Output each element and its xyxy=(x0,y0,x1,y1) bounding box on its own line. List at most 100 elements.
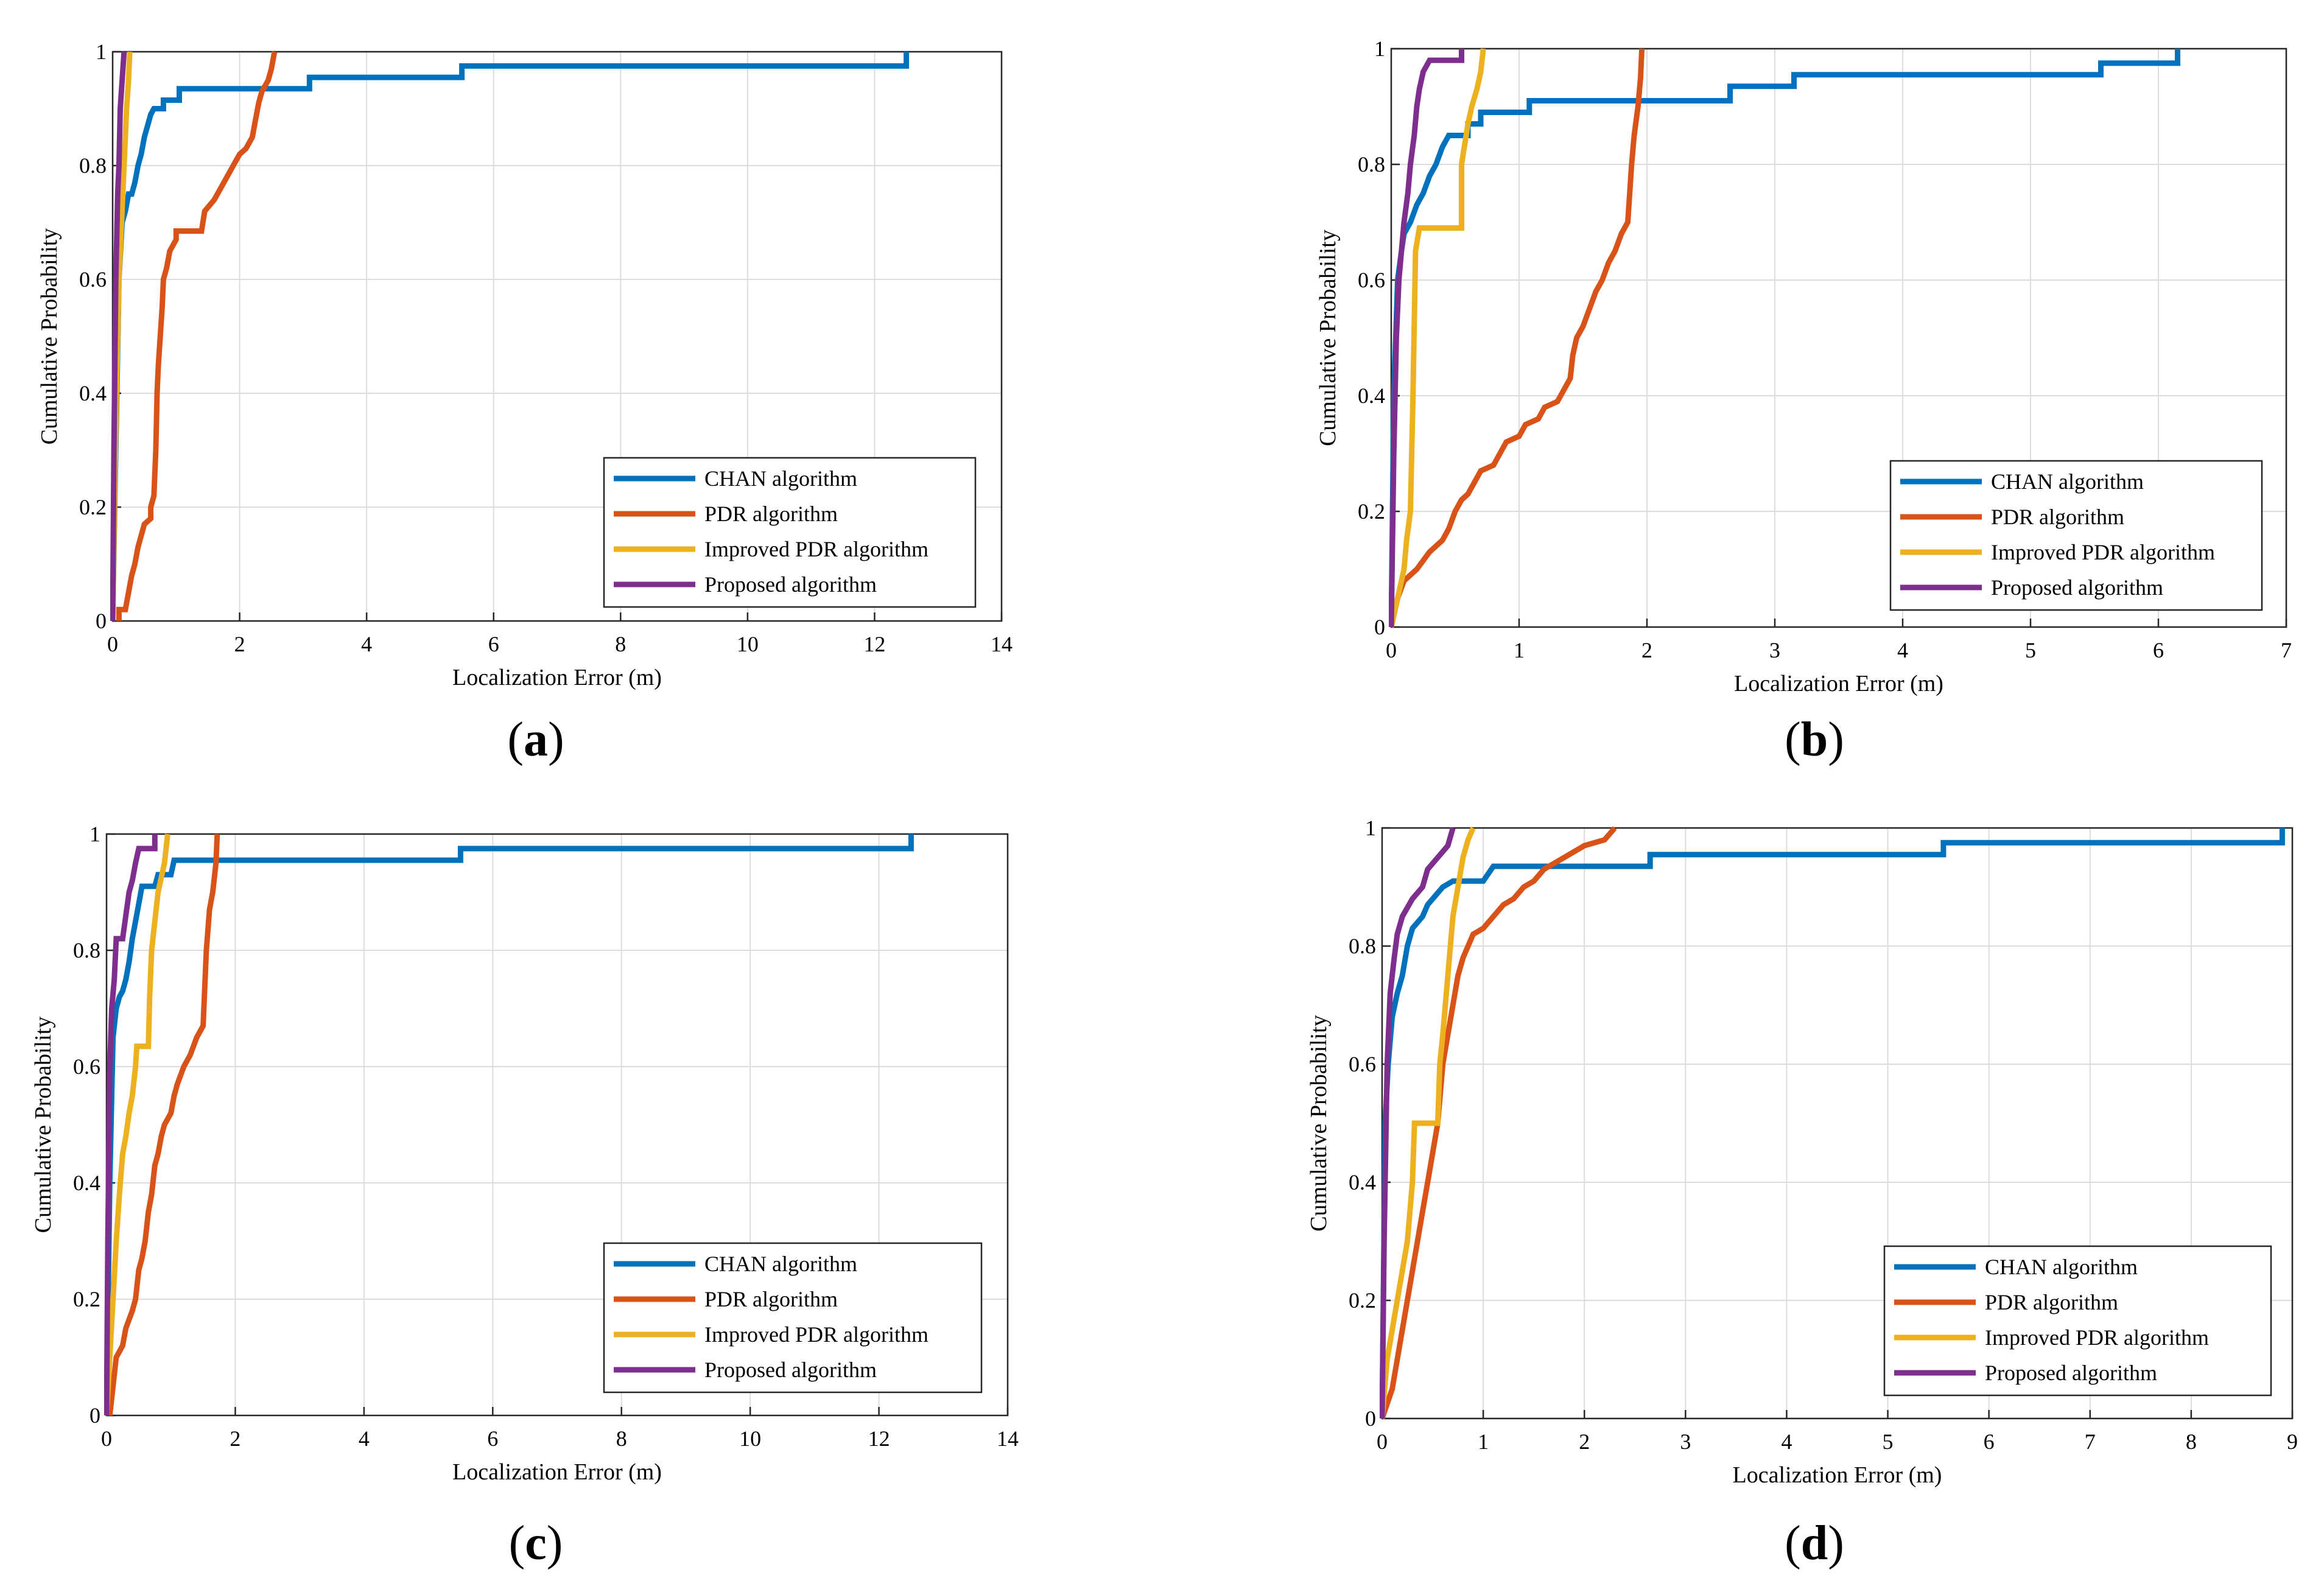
y-tick-label: 1 xyxy=(1365,816,1376,840)
caption-open: ( xyxy=(508,1517,525,1570)
x-tick-label: 6 xyxy=(1984,1429,1995,1454)
legend-label-chan: CHAN algorithm xyxy=(704,1252,857,1276)
legend-label-proposed: Proposed algorithm xyxy=(704,572,877,597)
x-tick-label: 2 xyxy=(230,1426,240,1451)
x-tick-label: 12 xyxy=(868,1426,890,1451)
y-tick-label: 0 xyxy=(1365,1406,1376,1431)
series-line-chan xyxy=(1380,828,2285,1419)
legend: CHAN algorithm PDR algorithm Improved PDR … xyxy=(1889,460,2263,611)
x-tick-label: 8 xyxy=(616,1426,627,1451)
legend-label-pdr: PDR algorithm xyxy=(704,502,838,526)
y-axis-label: Cumulative Probability xyxy=(1315,230,1341,446)
legend-label-proposed: Proposed algorithm xyxy=(1991,575,2163,600)
caption-close: ) xyxy=(1828,1517,1844,1570)
series-line-improved xyxy=(1389,48,1486,628)
legend-label-chan: CHAN algorithm xyxy=(704,466,857,491)
x-tick-label: 3 xyxy=(1769,638,1780,662)
x-tick-label: 9 xyxy=(2287,1429,2298,1454)
y-axis-label: Cumulative Probability xyxy=(30,1017,56,1233)
y-tick-label: 0.4 xyxy=(79,381,107,405)
caption-letter: d xyxy=(1800,1517,1828,1570)
series-line-chan xyxy=(104,834,914,1416)
y-tick-label: 0.2 xyxy=(79,495,107,519)
y-axis-label: Cumulative Probability xyxy=(1306,1015,1332,1232)
series-line-chan xyxy=(110,52,910,622)
x-tick-label: 10 xyxy=(739,1426,761,1451)
y-tick-label: 1 xyxy=(1374,37,1385,61)
x-tick-label: 4 xyxy=(1781,1429,1792,1454)
caption-letter: a xyxy=(524,713,548,766)
x-tick-label: 14 xyxy=(991,632,1013,656)
x-axis-label: Localization Error (m) xyxy=(452,665,662,690)
y-tick-label: 0.4 xyxy=(1349,1170,1376,1194)
y-tick-label: 0.8 xyxy=(73,938,100,963)
legend-label-improved: Improved PDR algorithm xyxy=(1991,540,2215,564)
y-tick-label: 0 xyxy=(1374,615,1385,639)
x-tick-label: 7 xyxy=(2281,638,2292,662)
series-line-proposed xyxy=(104,834,158,1416)
y-axis-label: Cumulative Probability xyxy=(37,228,62,445)
x-tick-label: 4 xyxy=(361,632,372,656)
caption-open: ( xyxy=(507,713,524,766)
axes-box xyxy=(1390,47,2287,628)
series-line-pdr xyxy=(1380,826,1617,1420)
x-tick-label: 1 xyxy=(1514,638,1525,662)
chart-panel-d: 0 1 2 3 4 5 6 7 8 9 0 0.2 0.4 0.6 0.8 1 Localization Err… xyxy=(1306,816,2298,1488)
caption-c: (c) xyxy=(444,1516,627,1571)
x-tick-label: 3 xyxy=(1680,1429,1691,1454)
legend: CHAN algorithm PDR algorithm Improved PDR … xyxy=(603,1242,983,1394)
series-line-proposed xyxy=(1380,827,1456,1419)
x-tick-label: 8 xyxy=(2186,1429,2197,1454)
series-line-pdr xyxy=(107,833,220,1416)
caption-letter: c xyxy=(525,1517,547,1570)
chart-panel-a: 0 2 4 6 8 10 12 14 0 0.2 0.4 0.6 0.8 1 Localization Er… xyxy=(37,40,1013,690)
caption-close: ) xyxy=(1828,713,1844,766)
axes-box xyxy=(1381,827,2294,1420)
x-tick-label: 12 xyxy=(863,632,885,656)
legend-label-improved: Improved PDR algorithm xyxy=(1985,1325,2209,1350)
legend-label-pdr: PDR algorithm xyxy=(1991,505,2124,529)
legend-label-chan: CHAN algorithm xyxy=(1991,469,2144,494)
series-line-pdr xyxy=(1389,48,1645,628)
x-tick-label: 2 xyxy=(1579,1429,1590,1454)
x-tick-label: 6 xyxy=(487,1426,498,1451)
y-tick-label: 0 xyxy=(90,1403,100,1428)
x-tick-label: 0 xyxy=(1386,638,1397,662)
y-tick-label: 0.6 xyxy=(73,1054,100,1079)
x-tick-label: 14 xyxy=(997,1426,1019,1451)
caption-d: (d) xyxy=(1723,1516,1906,1571)
y-tick-label: 0.2 xyxy=(1358,499,1385,524)
series-line-improved xyxy=(104,833,170,1416)
chart-panel-b: 0 1 2 3 4 5 6 7 0 0.2 0.4 0.6 0.8 1 Localization Error… xyxy=(1315,37,2292,696)
caption-b: (b) xyxy=(1723,712,1906,768)
y-tick-label: 0.8 xyxy=(1358,152,1385,177)
y-tick-label: 0.2 xyxy=(1349,1288,1376,1313)
caption-close: ) xyxy=(548,713,564,766)
y-tick-label: 0.6 xyxy=(1358,268,1385,292)
legend-label-pdr: PDR algorithm xyxy=(1985,1290,2118,1314)
y-tick-label: 0.6 xyxy=(1349,1052,1376,1076)
y-tick-label: 0.2 xyxy=(73,1287,100,1311)
series-line-proposed xyxy=(1389,49,1464,628)
chart-panel-c: 0 2 4 6 8 10 12 14 0 0.2 0.4 0.6 0.8 1 Localization Er… xyxy=(30,822,1019,1485)
y-tick-label: 0.6 xyxy=(79,267,107,292)
legend-label-proposed: Proposed algorithm xyxy=(1985,1361,2157,1385)
legend-label-improved: Improved PDR algorithm xyxy=(704,1322,929,1347)
legend-label-pdr: PDR algorithm xyxy=(704,1287,838,1311)
x-tick-label: 6 xyxy=(2153,638,2164,662)
x-tick-label: 0 xyxy=(101,1426,112,1451)
y-tick-label: 0.8 xyxy=(79,153,107,178)
x-tick-label: 5 xyxy=(1883,1429,1894,1454)
legend-label-improved: Improved PDR algorithm xyxy=(704,537,929,561)
x-tick-label: 4 xyxy=(359,1426,370,1451)
x-tick-label: 0 xyxy=(1377,1429,1388,1454)
x-tick-label: 2 xyxy=(1641,638,1652,662)
x-tick-label: 0 xyxy=(107,632,118,656)
x-tick-label: 7 xyxy=(2085,1429,2096,1454)
x-tick-label: 2 xyxy=(234,632,245,656)
y-tick-label: 0.8 xyxy=(1349,934,1376,958)
y-tick-label: 0.4 xyxy=(73,1171,100,1195)
caption-close: ) xyxy=(546,1517,563,1570)
y-tick-label: 1 xyxy=(90,822,100,846)
